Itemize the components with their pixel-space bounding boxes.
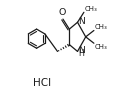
Text: N: N xyxy=(79,46,85,55)
Text: CH₃: CH₃ xyxy=(94,44,107,50)
Text: CH₃: CH₃ xyxy=(94,24,107,30)
Text: CH₃: CH₃ xyxy=(85,6,97,12)
Text: H: H xyxy=(79,50,84,58)
Text: HCl: HCl xyxy=(32,78,51,88)
Text: N: N xyxy=(79,17,85,26)
Text: O: O xyxy=(59,8,66,17)
